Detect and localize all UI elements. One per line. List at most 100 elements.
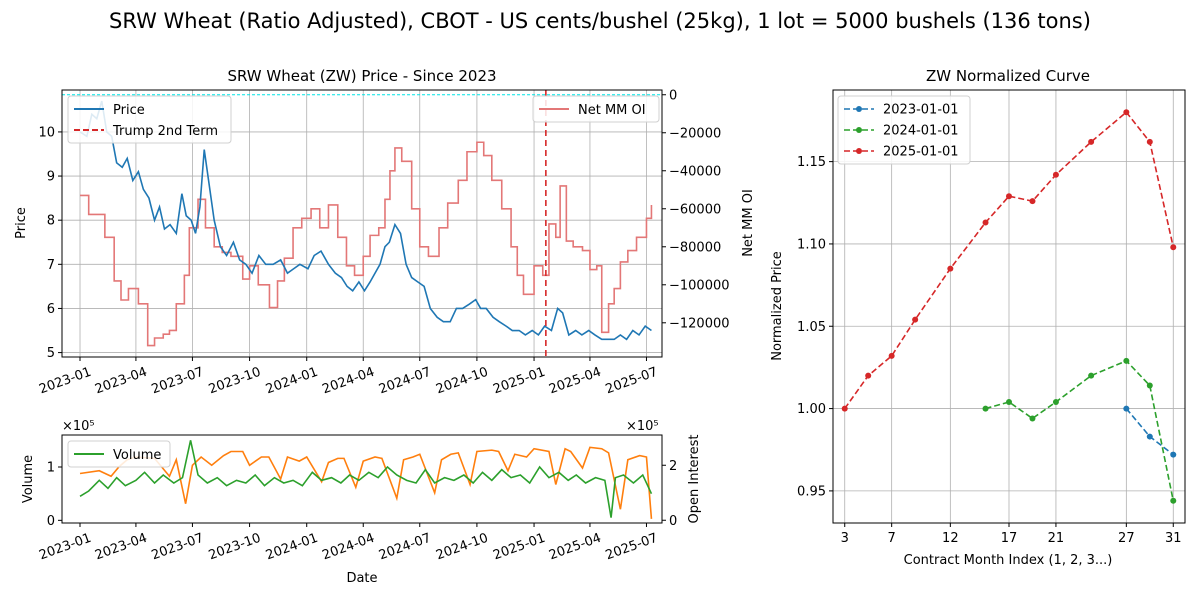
curve-point [982, 219, 989, 226]
curve-point [1123, 109, 1130, 116]
price-y-axis-label: Price [14, 207, 29, 239]
curve-point [888, 352, 895, 359]
volume-y-multiplier: ×10⁵ [62, 419, 95, 434]
curve-point [947, 265, 954, 272]
curve-x-tick-label: 27 [1118, 531, 1135, 546]
net-mm-oi-y-tick-label: −80000 [669, 240, 721, 255]
curve-y-ticks: 0.95 1.00 1.05 1.10 1.15 [797, 155, 833, 499]
price-grid [62, 90, 662, 357]
price-x-tick-label: 2023-10 [207, 365, 263, 398]
curve-legend: 2023-01-01 2024-01-01 2025-01-01 [837, 95, 971, 165]
curve-y-tick-label: 1.00 [797, 402, 826, 417]
curve-point [1123, 405, 1130, 412]
curve-point [865, 372, 872, 379]
open-interest-y-multiplier: ×10⁵ [626, 419, 659, 434]
curve-point [1052, 398, 1059, 405]
volume-x-tick-label: 2024-01 [264, 531, 320, 564]
curve-legend-marker [856, 148, 862, 154]
price-y-tick-label: 6 [47, 302, 55, 317]
price-y-ticks: 5 6 7 8 9 10 [38, 125, 62, 361]
volume-x-tick-label: 2023-01 [37, 531, 93, 564]
net-mm-oi-y-axis-label: Net MM OI [741, 189, 756, 257]
curve-y-tick-label: 1.15 [797, 155, 826, 170]
curve-x-tick-label: 3 [841, 531, 849, 546]
net-mm-oi-y-tick-label: −20000 [669, 126, 721, 141]
price-x-tick-label: 2024-10 [434, 365, 490, 398]
curve-legend-label: 2024-01-01 [883, 124, 959, 139]
curve-y-tick-label: 1.05 [797, 320, 826, 335]
net-mm-oi-y-tick-label: −60000 [669, 202, 721, 217]
net-mm-oi-y-tick-label: 0 [669, 88, 677, 103]
volume-y-tick-label: 0 [47, 514, 55, 529]
curve-y-tick-label: 1.10 [797, 237, 826, 252]
curve-point [1006, 398, 1012, 405]
volume-x-tick-label: 2025-01 [491, 531, 547, 564]
curve-x-tick-label: 12 [942, 531, 959, 546]
price-x-tick-label: 2023-07 [150, 365, 206, 398]
net-mm-oi-y-tick-label: −120000 [669, 316, 730, 331]
curve-point [1170, 497, 1177, 504]
price-y-tick-label: 10 [38, 125, 55, 140]
curve-legend-marker [856, 127, 862, 133]
open-interest-y-ticks: 02 [662, 459, 677, 529]
volume-x-tick-label: 2023-07 [150, 531, 206, 564]
curve-point [1146, 382, 1153, 389]
curve-legend-marker [856, 106, 862, 112]
curve-x-axis-label: Contract Month Index (1, 2, 3...) [904, 553, 1113, 568]
curve-line-2024-01-01 [985, 359, 1175, 501]
curve-point [1088, 372, 1095, 379]
open-interest-line [79, 446, 653, 519]
legend-price-label: Price [113, 103, 145, 118]
price-y-tick-label: 5 [47, 346, 55, 361]
price-x-tick-label: 2024-01 [264, 365, 320, 398]
volume-y-axis-label: Volume [21, 455, 36, 503]
volume-y-ticks: 01 [47, 461, 62, 529]
curve-point [982, 405, 989, 412]
price-panel-title: SRW Wheat (ZW) Price - Since 2023 [227, 67, 496, 85]
curve-point [841, 405, 848, 412]
price-y-tick-label: 9 [47, 170, 55, 185]
curve-point [1029, 198, 1036, 205]
volume-x-tick-label: 2024-07 [377, 531, 433, 564]
curve-series [841, 109, 1177, 504]
price-line [79, 100, 652, 341]
legend-volume-label: Volume [113, 448, 161, 463]
price-y-tick-label: 8 [47, 214, 55, 229]
figure-title: SRW Wheat (Ratio Adjusted), CBOT - US ce… [109, 9, 1091, 33]
volume-plot-frame [61, 434, 663, 524]
volume-line [79, 440, 653, 518]
curve-x-tick-label: 21 [1048, 531, 1065, 546]
volume-x-tick-label: 2025-07 [604, 531, 660, 564]
curve-point [1170, 451, 1177, 458]
curve-x-tick-label: 7 [888, 531, 896, 546]
curve-panel-title: ZW Normalized Curve [926, 67, 1090, 85]
curve-x-ticks: 3 7 12 17 21 27 31 [841, 523, 1182, 546]
volume-x-tick-label: 2024-10 [434, 531, 490, 564]
curve-y-axis-label: Normalized Price [770, 251, 785, 361]
price-x-tick-label: 2023-01 [37, 365, 93, 398]
volume-legend: Volume [67, 440, 171, 468]
net-mm-oi-legend: Net MM OI [532, 95, 660, 123]
curve-x-tick-label: 17 [1001, 531, 1018, 546]
price-legend: Price Trump 2nd Term [67, 95, 232, 144]
curve-point [1146, 138, 1153, 145]
price-x-ticks: 2023-01 2023-04 2023-07 2023-10 2024-01 2024-… [37, 357, 660, 397]
price-x-tick-label: 2025-04 [547, 365, 603, 398]
volume-x-tick-label: 2023-10 [207, 531, 263, 564]
curve-point [1006, 193, 1012, 200]
curve-point [1052, 171, 1059, 178]
volume-y-tick-label: 1 [47, 461, 55, 476]
net-mm-oi-y-tick-label: −100000 [669, 278, 730, 293]
open-interest-y-axis-label: Open Interest [687, 435, 702, 524]
price-panel: SRW Wheat (ZW) Price - Since 2023 5 6 7 8 9 1… [14, 67, 756, 397]
net-mm-oi-y-ticks: −120000 −100000 −80000 −60000 −40000 −20000 0 [662, 88, 730, 331]
curve-y-tick-label: 0.95 [797, 484, 826, 499]
net-mm-oi-line [80, 141, 653, 347]
net-mm-oi-y-tick-label: −40000 [669, 164, 721, 179]
volume-x-tick-label: 2024-04 [320, 531, 376, 564]
price-x-tick-label: 2025-07 [604, 365, 660, 398]
volume-x-tick-label: 2025-04 [547, 531, 603, 564]
curve-legend-label: 2025-01-01 [883, 145, 959, 160]
curve-line-2023-01-01 [1125, 408, 1174, 456]
